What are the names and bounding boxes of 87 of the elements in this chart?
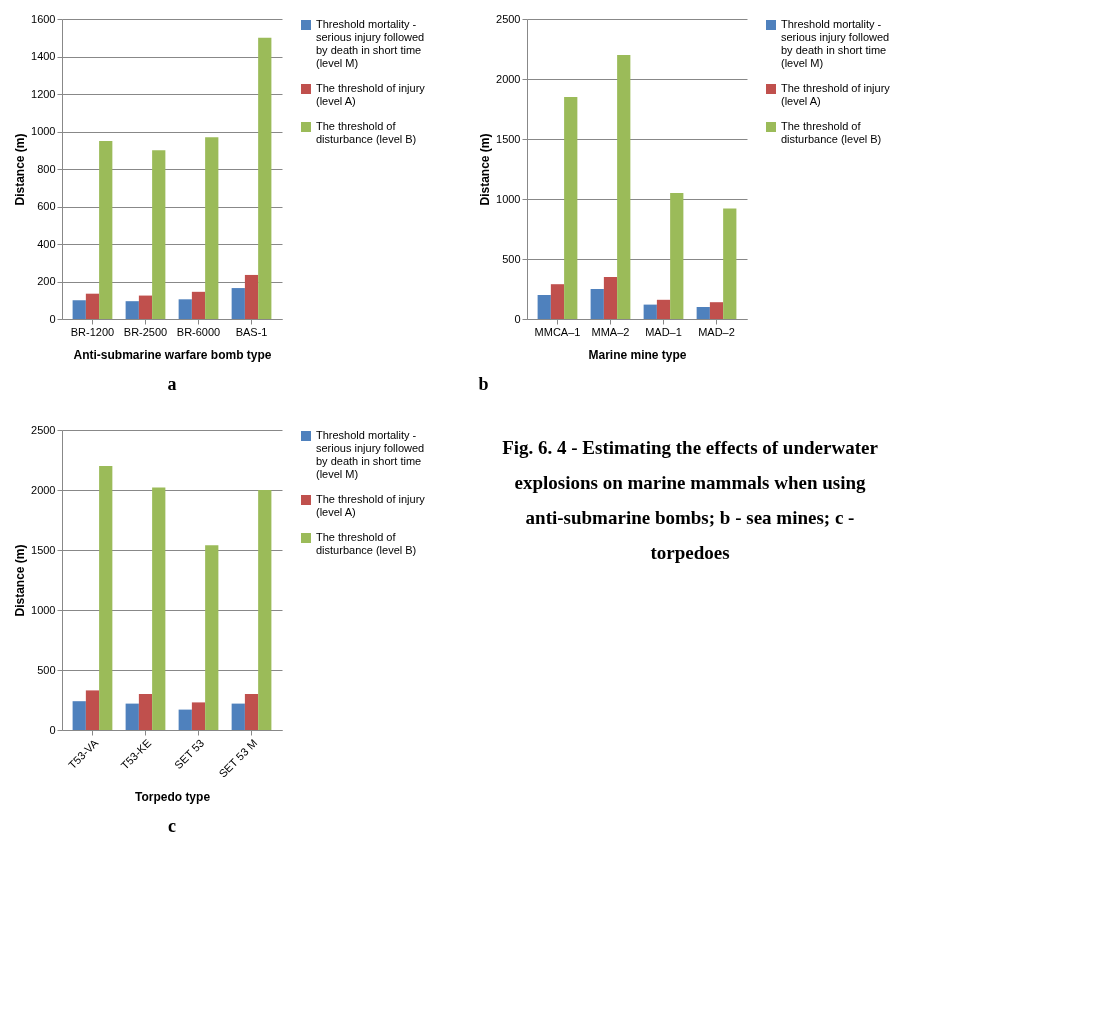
y-tick-label: 1000: [31, 125, 56, 137]
bar: [138, 694, 153, 730]
legend-label: The threshold of disturbance (level B): [781, 120, 882, 145]
y-tick-label: 0: [49, 723, 56, 736]
bar: [656, 299, 671, 319]
legend-label: The threshold of disturbance (level B): [316, 531, 417, 556]
y-tick-label: 0: [514, 312, 521, 325]
y-tick-label: 500: [502, 252, 521, 265]
bar: [178, 709, 192, 730]
bar: [205, 137, 219, 319]
y-tick-label: 400: [37, 237, 56, 250]
x-axis-title: Anti-submarine warfare bomb type: [73, 347, 272, 362]
y-tick-label: 1500: [31, 543, 56, 556]
bar: [152, 150, 166, 319]
y-tick-label: 1400: [31, 50, 56, 62]
y-axis-title: Distance (m): [478, 133, 493, 206]
x-axis-title: Marine mine type: [588, 347, 687, 362]
bar: [603, 277, 618, 319]
text: b: [478, 374, 489, 394]
legend-label: The threshold of injury (level A): [316, 82, 426, 107]
bar: [205, 545, 219, 730]
text: torpedoes: [650, 541, 730, 563]
bar: [99, 140, 113, 319]
legend-label: Threshold mortality - serious injury followed by death in short time (level M): [781, 18, 890, 69]
y-tick-label: 600: [37, 200, 56, 212]
text: c: [168, 816, 176, 837]
text: a: [167, 374, 177, 394]
y-tick-label: 2000: [31, 483, 56, 496]
caption: Fig. 6. 4 - Estimating the effects of underwater: [502, 436, 879, 458]
bar: [537, 295, 551, 319]
bar: [191, 702, 206, 730]
legend-label: The threshold of injury (level A): [316, 493, 426, 518]
text: explosions on marine mammals when using: [514, 471, 866, 493]
y-tick-label: 0: [49, 312, 56, 325]
bar: [138, 295, 153, 319]
bar: [231, 703, 245, 730]
y-tick-label: 2500: [496, 12, 521, 25]
text: anti-submarine bombs; b - sea mines; c -: [525, 506, 855, 528]
y-tick-label: 1200: [31, 87, 56, 100]
y-tick-label: 1000: [31, 603, 56, 616]
y-tick-label: 200: [37, 275, 56, 287]
bar: [696, 307, 710, 319]
bar: [564, 97, 578, 319]
bar: [125, 703, 139, 730]
legend-label: Threshold mortality - serious injury followed by death in short time (level M): [316, 18, 425, 69]
bar: [709, 302, 724, 319]
x-tick-label: BR-6000: [176, 325, 221, 338]
bar: [258, 490, 272, 730]
bar: [125, 301, 139, 319]
bar: [244, 694, 259, 730]
y-axis-title: Distance (m): [13, 544, 28, 617]
x-tick-label: BR-2500: [123, 325, 168, 338]
y-tick-label: 1500: [496, 132, 521, 145]
x-tick-label: BAS-1: [235, 325, 268, 338]
bar: [191, 291, 206, 319]
bar: [231, 288, 245, 319]
y-tick-label: 800: [37, 162, 56, 175]
y-tick-label: 1000: [496, 192, 521, 205]
x-tick-label: MAD–1: [645, 325, 682, 338]
x-tick-label: MMA–2: [591, 325, 630, 338]
bar: [723, 208, 737, 319]
x-tick-label: MAD–2: [698, 325, 735, 338]
legend-label: The threshold of injury (level A): [781, 82, 891, 107]
bar: [617, 55, 631, 319]
bar: [99, 466, 113, 730]
y-axis-title: Distance (m): [13, 133, 28, 206]
x-axis-title: Torpedo type: [134, 789, 211, 804]
bar: [85, 690, 100, 730]
bar: [72, 701, 86, 730]
bar: [152, 487, 166, 730]
y-tick-label: 500: [37, 663, 56, 676]
bar: [85, 293, 100, 319]
bar: [244, 274, 259, 319]
y-tick-label: 2000: [496, 72, 521, 85]
y-tick-label: 1600: [31, 12, 56, 25]
bar: [178, 299, 192, 319]
y-tick-label: 2500: [31, 423, 56, 436]
bar: [72, 300, 86, 319]
x-tick-label: BR-1200: [70, 325, 115, 338]
bar: [550, 284, 565, 319]
bar: [258, 37, 272, 319]
legend-label: Threshold mortality - serious injury followed by death in short time (level M): [316, 429, 425, 480]
bar: [670, 193, 684, 319]
x-tick-label: MMCA–1: [534, 325, 581, 338]
bar: [643, 304, 657, 319]
bar: [590, 289, 604, 319]
legend-label: The threshold of disturbance (level B): [316, 120, 417, 145]
